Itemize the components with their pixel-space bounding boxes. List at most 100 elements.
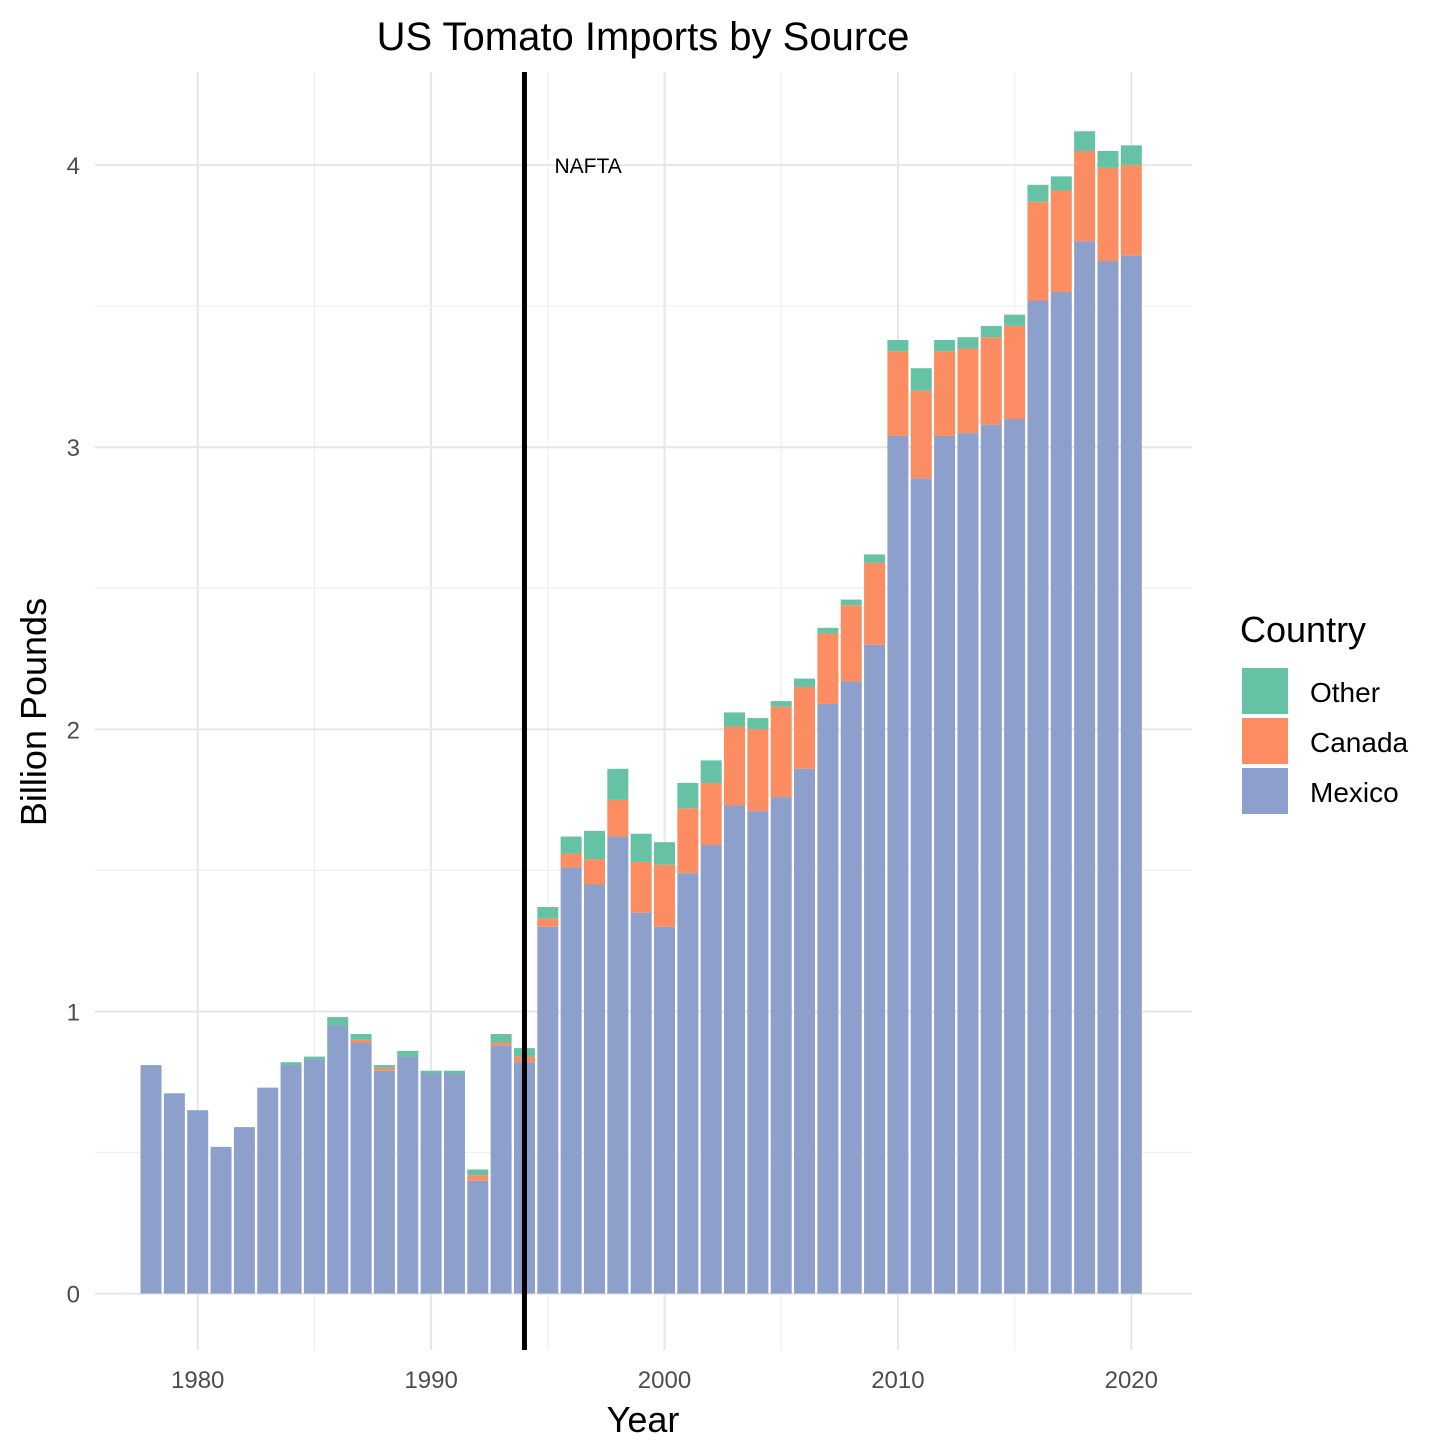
bar-canada-1997 [583,859,605,885]
chart-title: US Tomato Imports by Source [377,15,910,59]
bar-canada-1987 [350,1039,372,1043]
bar-mexico-1999 [630,912,652,1294]
bar-other-2013 [957,337,979,349]
bar-mexico-2017 [1050,292,1072,1294]
bar-other-2003 [724,712,746,727]
bar-canada-2012 [934,351,956,436]
bar-mexico-1978 [140,1065,162,1294]
bar-other-1989 [397,1050,419,1057]
y-tick-label: 3 [67,435,80,462]
legend-title: Country [1240,609,1366,650]
bar-mexico-2016 [1027,300,1049,1294]
bar-other-1993 [490,1034,512,1043]
bar-mexico-1993 [490,1045,512,1294]
bar-canada-2000 [654,864,676,927]
bar-mexico-1980 [187,1110,209,1294]
bar-canada-1998 [607,799,629,837]
bar-other-1985 [303,1056,325,1060]
bar-other-2018 [1074,131,1096,151]
bar-other-2011 [910,368,932,391]
bar-other-1990 [420,1070,442,1074]
bar-canada-2006 [794,687,816,769]
bar-mexico-1979 [163,1093,185,1294]
bar-other-2009 [864,554,886,563]
bar-mexico-1991 [443,1073,465,1294]
bar-mexico-2005 [770,797,792,1294]
bar-canada-2003 [724,726,746,806]
bar-canada-1988 [373,1067,395,1071]
bar-mexico-1986 [327,1025,349,1294]
bar-other-1999 [630,833,652,862]
bar-other-2015 [1004,314,1026,326]
bar-mexico-2018 [1074,241,1096,1294]
legend-label-canada: Canada [1310,727,1409,758]
bar-canada-1996 [560,853,582,868]
bar-other-2012 [934,340,956,352]
bar-canada-2005 [770,706,792,798]
bar-mexico-2002 [700,845,722,1294]
bar-other-2007 [817,627,839,634]
bar-other-1995 [537,907,559,919]
bar-mexico-1997 [583,884,605,1294]
bar-mexico-1988 [373,1070,395,1294]
bar-canada-1999 [630,861,652,913]
x-tick-label: 1990 [404,1367,457,1394]
bar-other-1997 [583,830,605,860]
bar-other-1987 [350,1034,372,1040]
y-tick-label: 1 [67,999,80,1026]
bar-mexico-1982 [233,1127,255,1294]
bar-other-2001 [677,782,699,809]
bar-canada-1992 [467,1175,489,1181]
bar-other-2019 [1097,150,1119,168]
bar-mexico-1998 [607,836,629,1294]
x-tick-label: 1980 [171,1367,224,1394]
x-tick-label: 2000 [638,1367,691,1394]
bar-other-1996 [560,836,582,854]
bar-canada-2020 [1120,165,1142,256]
bar-other-1988 [373,1065,395,1068]
bar-other-1984 [280,1062,302,1066]
x-tick-labels: 1980 1990 2000 2010 2020 [171,1367,1158,1394]
legend-key-canada [1242,718,1288,764]
bar-canada-2002 [700,782,722,846]
bar-other-1991 [443,1070,465,1074]
bar-mexico-1995 [537,926,559,1294]
bar-mexico-2020 [1120,255,1142,1294]
bar-canada-2014 [980,337,1002,425]
bar-mexico-2015 [1004,419,1026,1294]
bar-canada-2004 [747,729,769,812]
bar-mexico-2001 [677,873,699,1294]
y-tick-label: 2 [67,717,80,744]
bar-canada-2007 [817,633,839,704]
y-tick-labels: 0 1 2 3 4 [67,153,80,1308]
bar-mexico-2011 [910,478,932,1294]
bar-other-2008 [840,599,862,606]
bar-mexico-2003 [724,805,746,1294]
bar-other-2006 [794,678,816,688]
bar-mexico-2012 [934,435,956,1294]
bar-canada-2008 [840,605,862,682]
bar-other-2004 [747,718,769,730]
bar-canada-2013 [957,348,979,434]
legend-label-other: Other [1310,677,1380,708]
bar-other-1986 [327,1017,349,1026]
bar-canada-2001 [677,808,699,874]
bar-other-2016 [1027,184,1049,202]
legend: Country Other Canada Mexico [1240,609,1409,814]
bar-mexico-2008 [840,681,862,1294]
bar-mexico-2000 [654,926,676,1294]
bar-canada-2017 [1050,190,1072,293]
bar-canada-2011 [910,390,932,479]
bar-mexico-2006 [794,768,816,1294]
bar-mexico-1985 [303,1059,325,1294]
bar-canada-1995 [537,918,559,927]
bar-mexico-2007 [817,703,839,1294]
bar-mexico-1983 [257,1087,279,1294]
bar-other-2014 [980,325,1002,338]
bars [140,131,1142,1294]
bar-canada-2019 [1097,167,1119,262]
bar-other-2020 [1120,145,1142,166]
bar-mexico-2009 [864,644,886,1294]
nafta-label: NAFTA [554,155,621,178]
